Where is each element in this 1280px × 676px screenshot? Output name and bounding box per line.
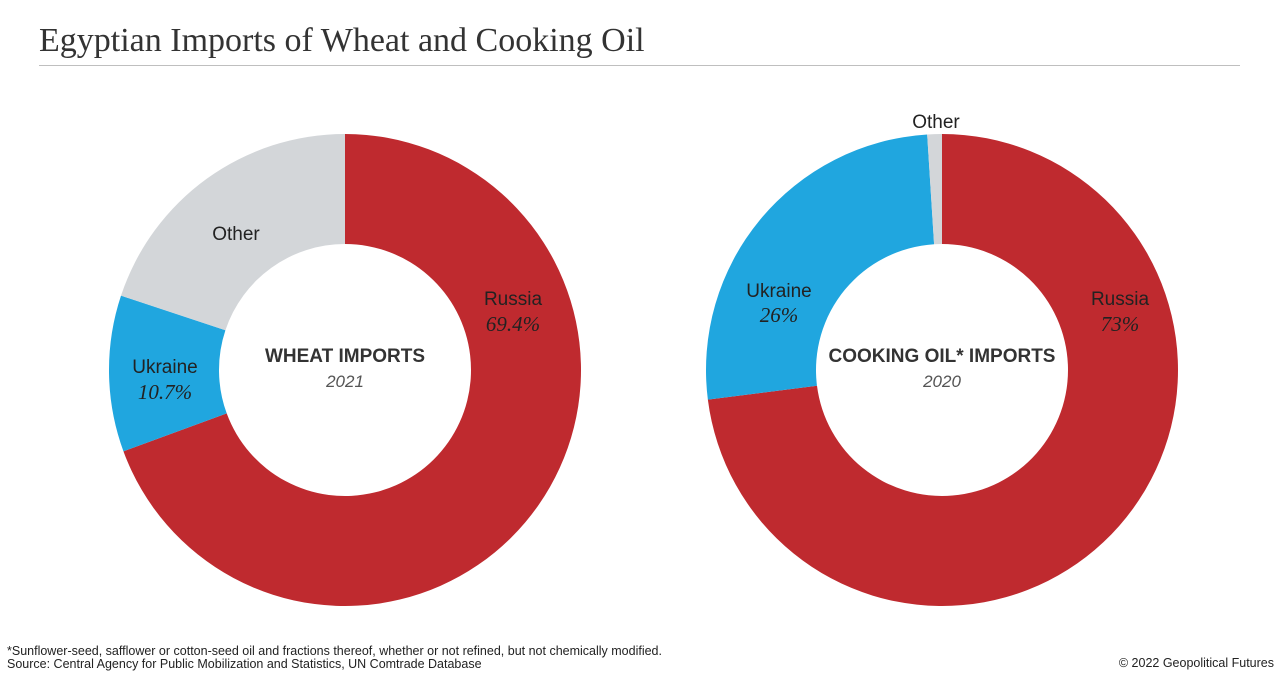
donut-1-slice-ukraine [705, 134, 935, 400]
donut-0-center-title: WHEAT IMPORTS [265, 346, 425, 367]
donut-1-label-other: Other [912, 112, 960, 133]
donut-0-value-russia: 69.4% [486, 312, 540, 336]
copyright: © 2022 Geopolitical Futures [1118, 656, 1274, 670]
donut-1-label-ukraine: Ukraine [746, 281, 811, 302]
donut-0-label-russia: Russia [484, 289, 543, 310]
donut-0-value-ukraine: 10.7% [138, 380, 192, 404]
donut-1-slice-other [927, 134, 942, 245]
donut-0-center-year: 2021 [325, 372, 364, 391]
page-title: Egyptian Imports of Wheat and Cooking Oi… [39, 22, 645, 59]
donut-0-slice-ukraine [109, 295, 227, 452]
donut-1-center-title: COOKING OIL* IMPORTS [829, 346, 1056, 367]
donut-0-slice-russia [123, 134, 582, 606]
source-note: Source: Central Agency for Public Mobili… [7, 657, 482, 671]
donut-1-value-russia: 73% [1101, 312, 1140, 336]
donut-0-label-other: Other [212, 224, 260, 245]
donut-1-value-ukraine: 26% [760, 303, 799, 327]
donut-1-slice-russia [707, 134, 1178, 607]
donut-1-center-year: 2020 [922, 372, 961, 391]
title-divider [39, 65, 1240, 66]
donut-1-label-russia: Russia [1091, 289, 1150, 310]
footnote: *Sunflower-seed, safflower or cotton-see… [7, 644, 662, 658]
donut-0-label-ukraine: Ukraine [132, 357, 197, 378]
donut-0-slice-other [121, 134, 346, 331]
